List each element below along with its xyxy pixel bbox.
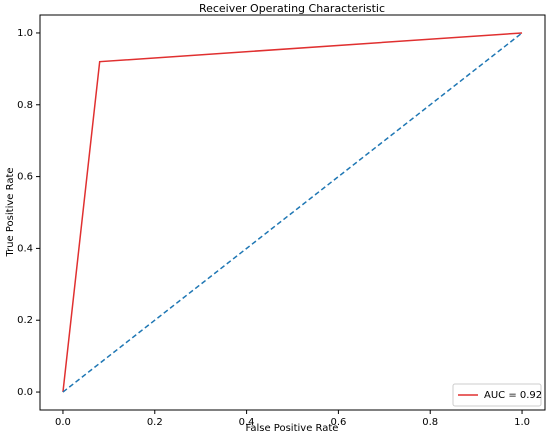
plot-frame <box>39 14 546 411</box>
legend-label: AUC = 0.92 <box>484 390 542 401</box>
x-tick-label: 0.6 <box>330 417 346 428</box>
x-tick-label: 1.0 <box>514 417 530 428</box>
x-tick-label: 0.0 <box>55 417 71 428</box>
x-tick-label: 0.8 <box>422 417 438 428</box>
series-line <box>62 32 523 393</box>
x-tick-label: 0.4 <box>239 417 255 428</box>
y-tick-label: 0.8 <box>17 100 33 111</box>
y-axis-label: True Positive Rate <box>5 167 16 257</box>
y-tick-label: 0.6 <box>17 172 33 183</box>
y-tick-label: 1.0 <box>17 28 33 39</box>
chart-title: Receiver Operating Characteristic <box>199 2 385 15</box>
y-tick-label: 0.4 <box>17 243 33 254</box>
legend-box <box>452 383 542 407</box>
y-tick-label: 0.2 <box>17 315 33 326</box>
x-axis-label: False Positive Rate <box>246 423 339 434</box>
y-tick-label: 0.0 <box>17 387 33 398</box>
series-line <box>62 32 523 393</box>
x-tick-label: 0.2 <box>147 417 163 428</box>
